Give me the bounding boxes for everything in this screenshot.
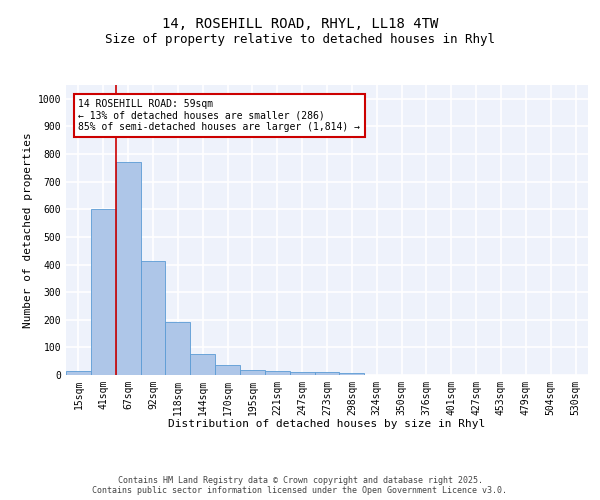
X-axis label: Distribution of detached houses by size in Rhyl: Distribution of detached houses by size …	[169, 420, 485, 430]
Text: Contains HM Land Registry data © Crown copyright and database right 2025.
Contai: Contains HM Land Registry data © Crown c…	[92, 476, 508, 495]
Text: 14, ROSEHILL ROAD, RHYL, LL18 4TW: 14, ROSEHILL ROAD, RHYL, LL18 4TW	[162, 18, 438, 32]
Y-axis label: Number of detached properties: Number of detached properties	[23, 132, 34, 328]
Bar	[215, 365, 240, 375]
Bar	[190, 354, 215, 375]
Bar	[166, 322, 190, 375]
Bar	[290, 372, 314, 375]
Bar	[140, 261, 166, 375]
Text: Size of property relative to detached houses in Rhyl: Size of property relative to detached ho…	[105, 32, 495, 46]
Bar	[340, 373, 364, 375]
Bar	[116, 162, 140, 375]
Bar	[91, 209, 116, 375]
Text: 14 ROSEHILL ROAD: 59sqm
← 13% of detached houses are smaller (286)
85% of semi-d: 14 ROSEHILL ROAD: 59sqm ← 13% of detache…	[79, 99, 361, 132]
Bar	[66, 372, 91, 375]
Bar	[265, 371, 290, 375]
Bar	[314, 372, 340, 375]
Bar	[240, 370, 265, 375]
